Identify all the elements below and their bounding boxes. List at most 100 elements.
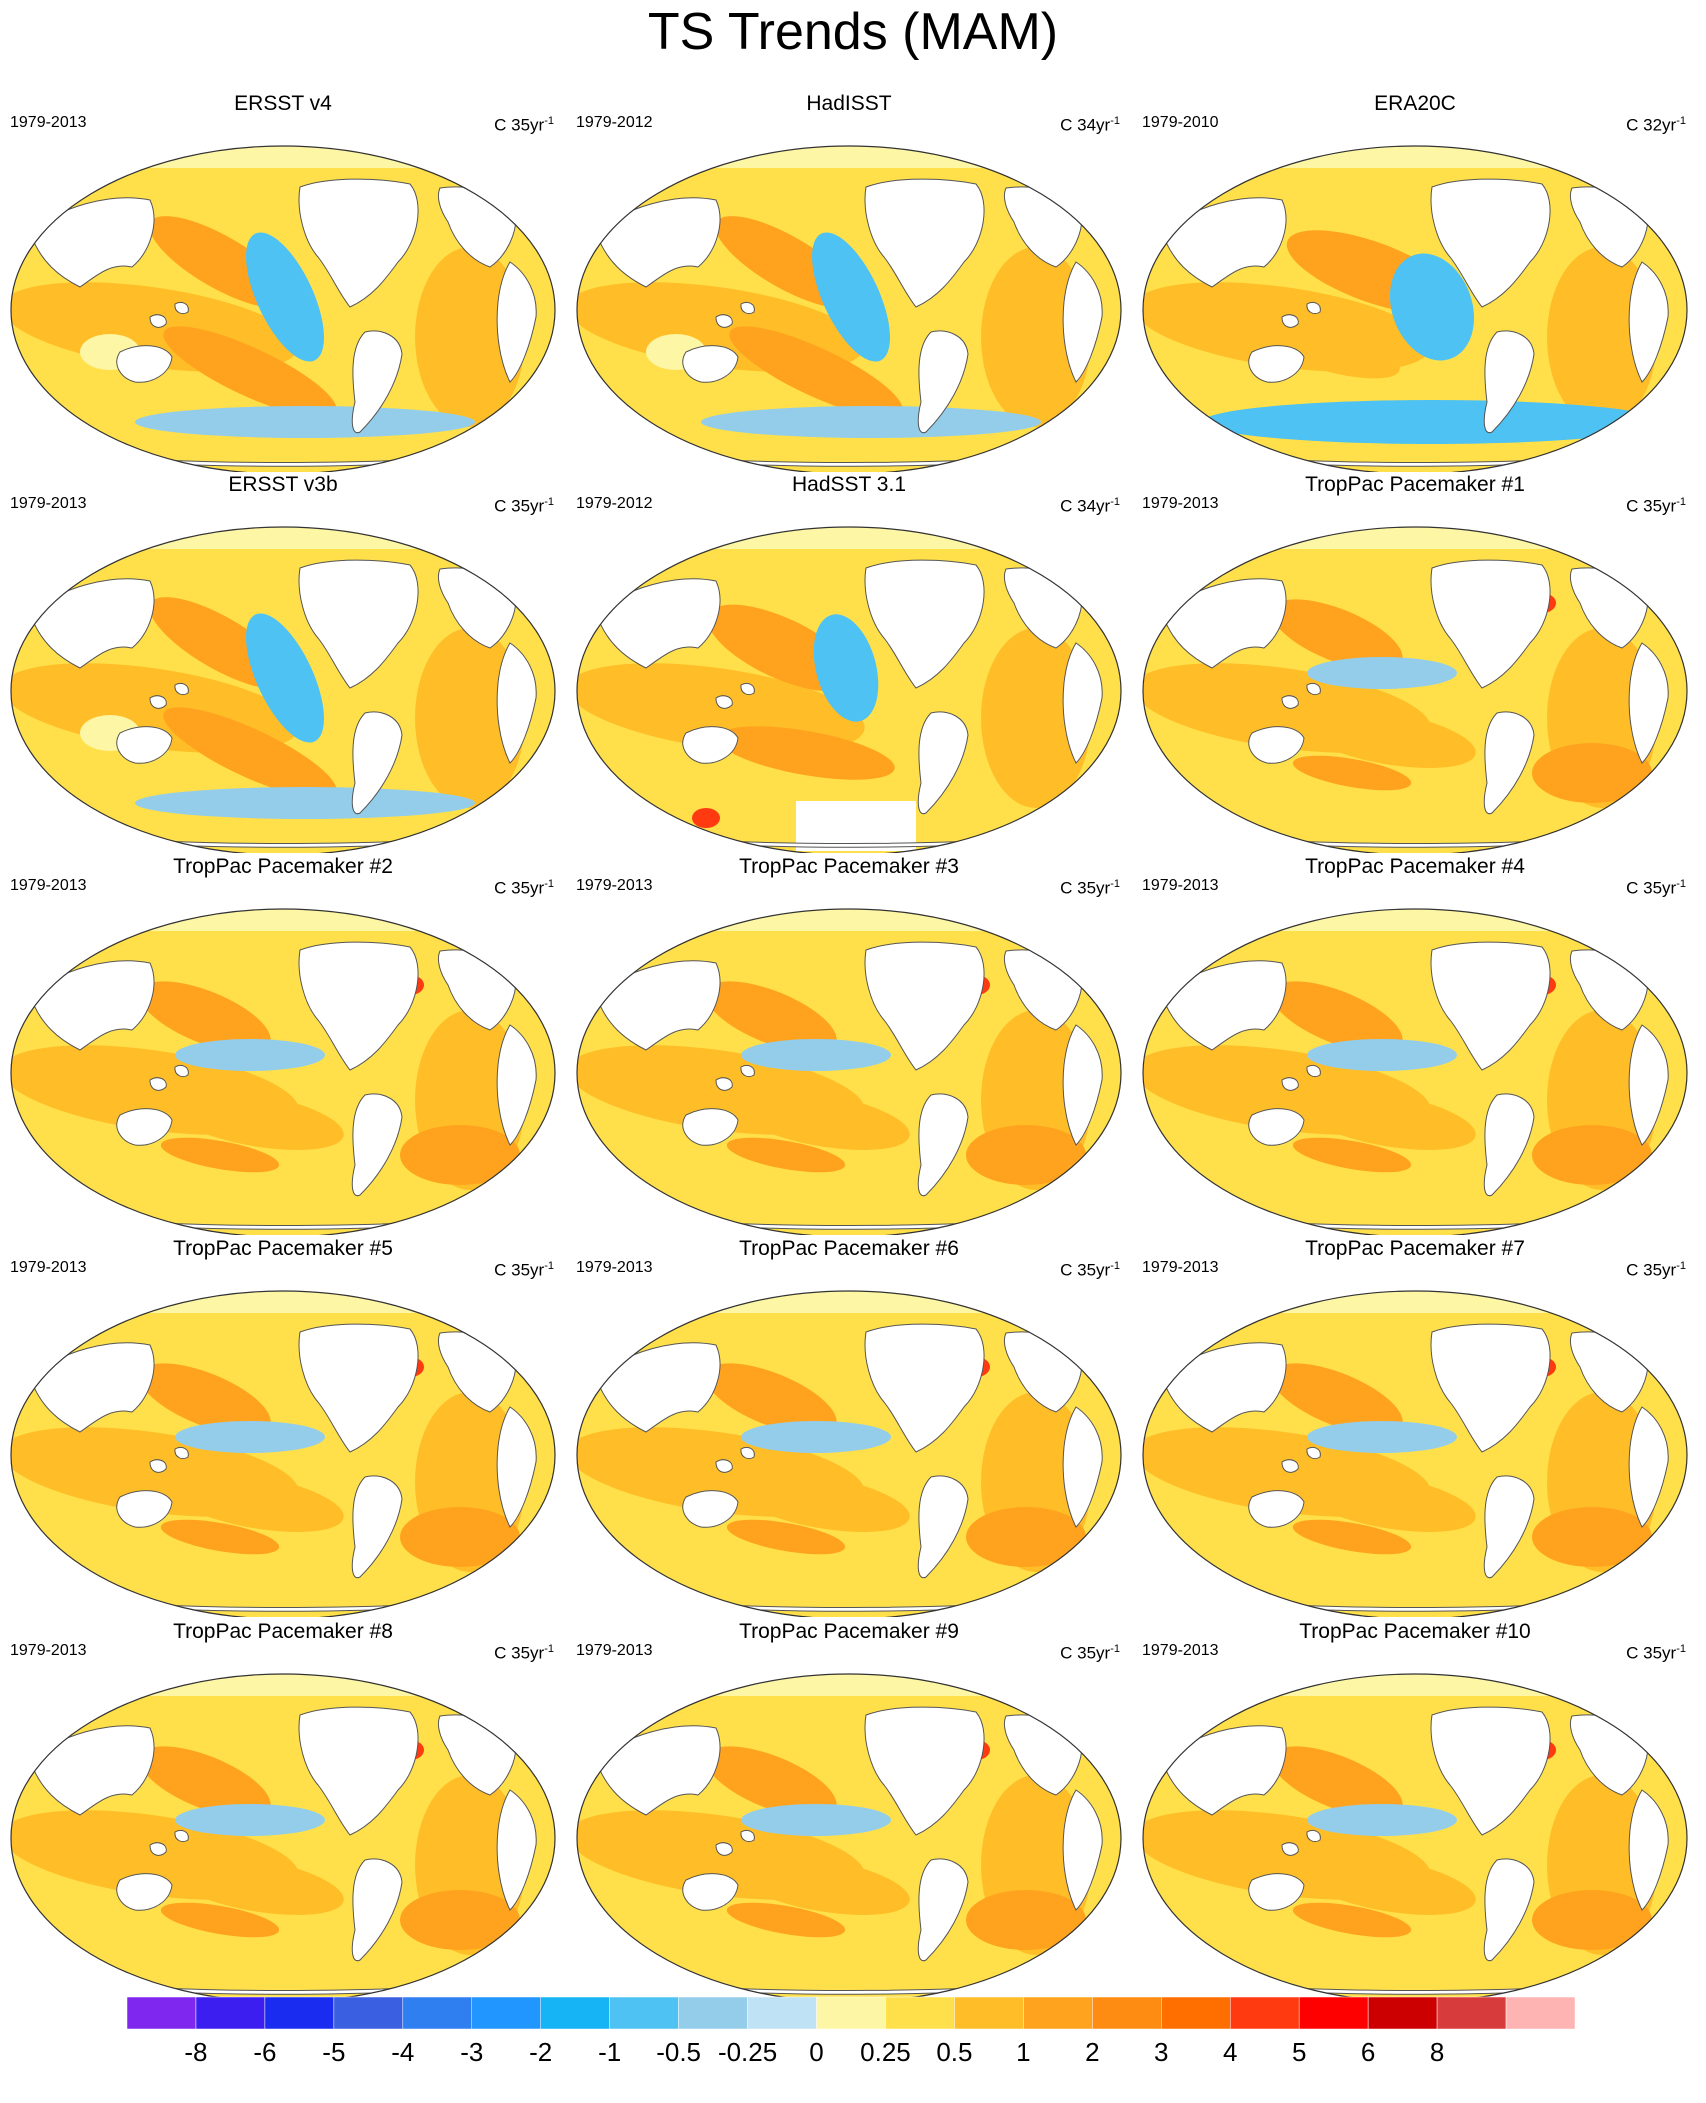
map-panel: HadISST 1979-2012 C 34yr-1 xyxy=(566,92,1132,472)
land-mask xyxy=(917,1475,969,1579)
south-pacific-warm xyxy=(732,1090,910,1150)
land-mask xyxy=(740,682,755,696)
land-mask xyxy=(740,1446,755,1460)
equatorial-pacific-cool xyxy=(741,1421,891,1453)
map-outline xyxy=(1142,1290,1688,1617)
south-pacific-warm xyxy=(166,1855,344,1915)
south-pacific-warm xyxy=(732,1855,910,1915)
panel-title: TropPac Pacemaker #3 xyxy=(739,855,959,878)
arctic-band xyxy=(1143,527,1687,549)
land-mask xyxy=(917,1858,969,1962)
land-mask xyxy=(1281,314,1299,328)
map-panel: TropPac Pacemaker #10 1979-2013 C 35yr-1 xyxy=(1132,1620,1698,2000)
south-atlantic-warm xyxy=(1532,1507,1652,1567)
south-pacific-core xyxy=(726,1519,846,1555)
land-mask xyxy=(496,1024,537,1146)
land-mask xyxy=(1062,1024,1103,1146)
land-mask xyxy=(496,1406,537,1528)
equatorial-pacific-cool xyxy=(175,1804,325,1836)
land-mask xyxy=(715,1842,733,1856)
colorbar-label: -4 xyxy=(391,2037,414,2067)
units-exponent: -1 xyxy=(1676,496,1686,508)
colorbar-label: -0.25 xyxy=(718,2037,777,2067)
panel-period: 1979-2013 xyxy=(1142,877,1219,894)
units-exponent: -1 xyxy=(1110,496,1120,508)
land-mask xyxy=(740,1829,755,1843)
land-mask xyxy=(1306,301,1321,315)
map-panel: TropPac Pacemaker #7 1979-2013 C 35yr-1 xyxy=(1132,1237,1698,1617)
colorbar-swatch xyxy=(1436,1996,1507,2030)
arctic-band xyxy=(577,146,1121,168)
panel-units: C 35yr-1 xyxy=(494,496,554,516)
land-mask xyxy=(1306,1064,1321,1078)
southern-ocean-cool xyxy=(135,406,475,438)
units-exponent: -1 xyxy=(1676,878,1686,890)
land-mask xyxy=(1161,960,1287,1051)
panel-units: C 35yr-1 xyxy=(1626,496,1686,516)
world-map xyxy=(576,908,1122,1235)
land-mask xyxy=(298,1706,419,1836)
land-mask xyxy=(595,578,721,669)
land-mask xyxy=(116,726,173,764)
world-map xyxy=(1142,526,1688,853)
equatorial-pacific-cool xyxy=(175,1039,325,1071)
land-mask xyxy=(1161,197,1287,288)
arctic-band xyxy=(577,1291,1121,1313)
units-exponent: -1 xyxy=(1676,1643,1686,1655)
panel-units: C 34yr-1 xyxy=(1060,115,1120,135)
land-mask xyxy=(1483,1093,1535,1197)
atlantic-warm xyxy=(1547,247,1657,427)
south-pacific-warm xyxy=(1298,1090,1476,1150)
colorbar-label: 1 xyxy=(1016,2037,1030,2067)
land-mask xyxy=(682,345,739,383)
land-mask xyxy=(1281,1842,1299,1856)
land-mask xyxy=(682,1108,739,1146)
land-mask xyxy=(1306,1446,1321,1460)
land-mask xyxy=(1483,330,1535,434)
land-mask xyxy=(864,178,985,308)
map-outline xyxy=(576,145,1122,472)
panel-title: TropPac Pacemaker #8 xyxy=(173,1620,393,1643)
arctic-band xyxy=(1143,146,1687,168)
panel-title: HadISST xyxy=(806,92,892,115)
panel-title: TropPac Pacemaker #4 xyxy=(1305,855,1525,878)
land-mask xyxy=(351,711,403,815)
map-outline xyxy=(576,526,1122,853)
panel-title: HadSST 3.1 xyxy=(791,473,906,496)
land-mask xyxy=(1248,1490,1305,1528)
land-mask xyxy=(1062,642,1103,764)
south-pacific-core xyxy=(1292,755,1412,791)
land-mask xyxy=(1281,695,1299,709)
panel-period: 1979-2012 xyxy=(576,495,653,512)
panel-title: TropPac Pacemaker #5 xyxy=(173,1237,393,1260)
arctic-band xyxy=(11,1291,555,1313)
east-pacific-cool xyxy=(812,232,890,362)
panel-units: C 35yr-1 xyxy=(494,1260,554,1280)
map-panel: TropPac Pacemaker #1 1979-2013 C 35yr-1 xyxy=(1132,473,1698,853)
map-panel: TropPac Pacemaker #3 1979-2013 C 35yr-1 xyxy=(566,855,1132,1235)
equatorial-pacific-cool xyxy=(741,1039,891,1071)
arctic-band xyxy=(577,527,1121,549)
panel-title: ERSST v3b xyxy=(228,473,338,496)
panel-period: 1979-2013 xyxy=(1142,1642,1219,1659)
land-mask xyxy=(595,1342,721,1433)
north-pacific-warm xyxy=(139,1363,271,1435)
map-outline xyxy=(576,1290,1122,1617)
land-mask xyxy=(864,941,985,1071)
land-mask xyxy=(682,1490,739,1528)
map-panel: ERSST v4 1979-2013 C 35yr-1 xyxy=(0,92,566,472)
land-mask xyxy=(715,1077,733,1091)
equatorial-pacific-cool xyxy=(1307,1421,1457,1453)
southern-hotspot xyxy=(692,808,720,828)
map-outline xyxy=(10,526,556,853)
land-mask xyxy=(29,1725,155,1816)
land-mask xyxy=(864,1323,985,1453)
map-outline xyxy=(10,908,556,1235)
colorbar-swatch xyxy=(333,1996,404,2030)
south-pacific-warm xyxy=(729,326,903,418)
land-mask xyxy=(917,711,969,815)
colorbar-label: -3 xyxy=(460,2037,483,2067)
land-mask xyxy=(149,695,167,709)
land-mask xyxy=(1628,1024,1669,1146)
map-panel: ERSST v3b 1979-2013 C 35yr-1 xyxy=(0,473,566,853)
